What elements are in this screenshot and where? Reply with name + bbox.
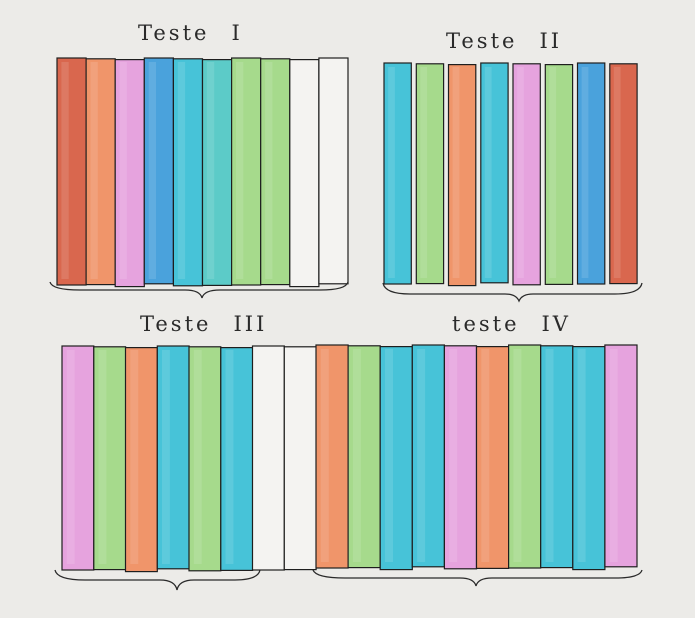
stripe-cyan: [172, 58, 204, 287]
stripe-highlight: [162, 350, 170, 564]
stripe-cyan: [379, 346, 413, 571]
stripe-highlight: [577, 349, 586, 562]
stripe-red: [609, 63, 638, 285]
stripe-white: [283, 346, 317, 571]
stripe-orange: [475, 346, 510, 570]
stripe-highlight: [66, 350, 75, 564]
brace-teste-4: [312, 569, 643, 587]
stripe-green: [231, 57, 262, 286]
stripe-highlight: [130, 350, 139, 564]
title-teste-3: Teste III: [140, 312, 267, 336]
stripe-highlight: [265, 62, 273, 279]
stripe-orange: [85, 58, 116, 286]
stripe-group-teste-2: [383, 62, 638, 287]
stripe-red: [56, 57, 87, 286]
stripe-highlight: [581, 67, 589, 278]
stripe-highlight: [236, 62, 244, 279]
stripe-highlight: [119, 62, 127, 279]
brace-teste-2: [382, 282, 643, 303]
stripe-group-teste-3: [61, 345, 317, 573]
stripe-highlight: [61, 62, 69, 279]
stripe-cyan: [383, 62, 412, 285]
stripe-highlight: [609, 349, 618, 562]
stripe-green: [260, 58, 291, 286]
stripe-highlight: [225, 350, 234, 564]
stripe-pink: [61, 345, 95, 571]
stripe-highlight: [320, 349, 329, 562]
stripe-pink: [512, 63, 541, 286]
stripe-highlight: [206, 62, 215, 279]
stripe-highlight: [352, 349, 361, 562]
stripe-pink: [604, 344, 638, 568]
stripe-highlight: [545, 349, 554, 562]
title-numeral: II: [539, 29, 563, 53]
curly-braces: [49, 281, 643, 591]
stripe-blue: [143, 57, 175, 285]
stripe-cyan: [540, 345, 574, 569]
title-teste-1: Teste I: [138, 21, 243, 45]
stripe-highlight: [177, 62, 186, 279]
brace-teste-1: [49, 281, 349, 299]
stripe-highlight: [484, 67, 492, 278]
stripe-white: [289, 58, 320, 288]
title-teste-2: Teste II: [446, 29, 562, 53]
title-word: Teste: [138, 21, 210, 45]
title-word: Teste: [446, 29, 518, 53]
stripe-groups: [56, 57, 638, 573]
stripe-blue: [576, 62, 606, 285]
stripe-highlight: [385, 349, 393, 562]
stripe-group-teste-4: [315, 344, 638, 571]
stripe-highlight: [481, 349, 490, 562]
stripe-green: [93, 346, 127, 571]
stripe-highlight: [417, 349, 426, 562]
stripe-highlight: [388, 67, 395, 278]
stripe-highlight: [90, 62, 98, 279]
stripe-white: [251, 345, 285, 571]
stripe-teal: [201, 58, 233, 287]
stripe-highlight: [449, 349, 458, 562]
stripe-white: [318, 57, 349, 285]
stripe-green: [347, 345, 381, 569]
stripe-highlight: [98, 350, 107, 564]
stripe-pink: [443, 345, 478, 570]
stripe-highlight: [517, 67, 524, 278]
title-word: Teste: [140, 312, 212, 336]
title-word: teste: [452, 312, 520, 336]
brace-teste-3: [54, 569, 261, 591]
stripe-orange: [124, 347, 158, 573]
stripe-cyan: [156, 345, 190, 570]
stripe-pink: [114, 58, 145, 288]
stripe-highlight: [420, 67, 428, 278]
title-numeral: IV: [541, 312, 571, 336]
stripe-green: [188, 346, 222, 572]
title-numeral: I: [231, 21, 243, 45]
stripe-orange: [315, 344, 349, 569]
stripe-highlight: [613, 67, 621, 278]
stripe-green: [544, 63, 574, 286]
stripe-highlight: [452, 67, 460, 278]
stripe-highlight: [148, 62, 156, 279]
stripe-cyan: [572, 346, 606, 571]
title-numeral: III: [233, 312, 268, 336]
title-teste-4: teste IV: [452, 312, 571, 336]
stripe-green: [415, 63, 445, 285]
stripe-highlight: [549, 67, 557, 278]
stripe-highlight: [193, 350, 202, 564]
stripe-cyan: [220, 347, 254, 572]
stripe-cyan: [480, 62, 509, 284]
stripe-group-teste-1: [56, 57, 349, 288]
stripe-orange: [447, 63, 477, 287]
stripe-highlight: [513, 349, 522, 562]
